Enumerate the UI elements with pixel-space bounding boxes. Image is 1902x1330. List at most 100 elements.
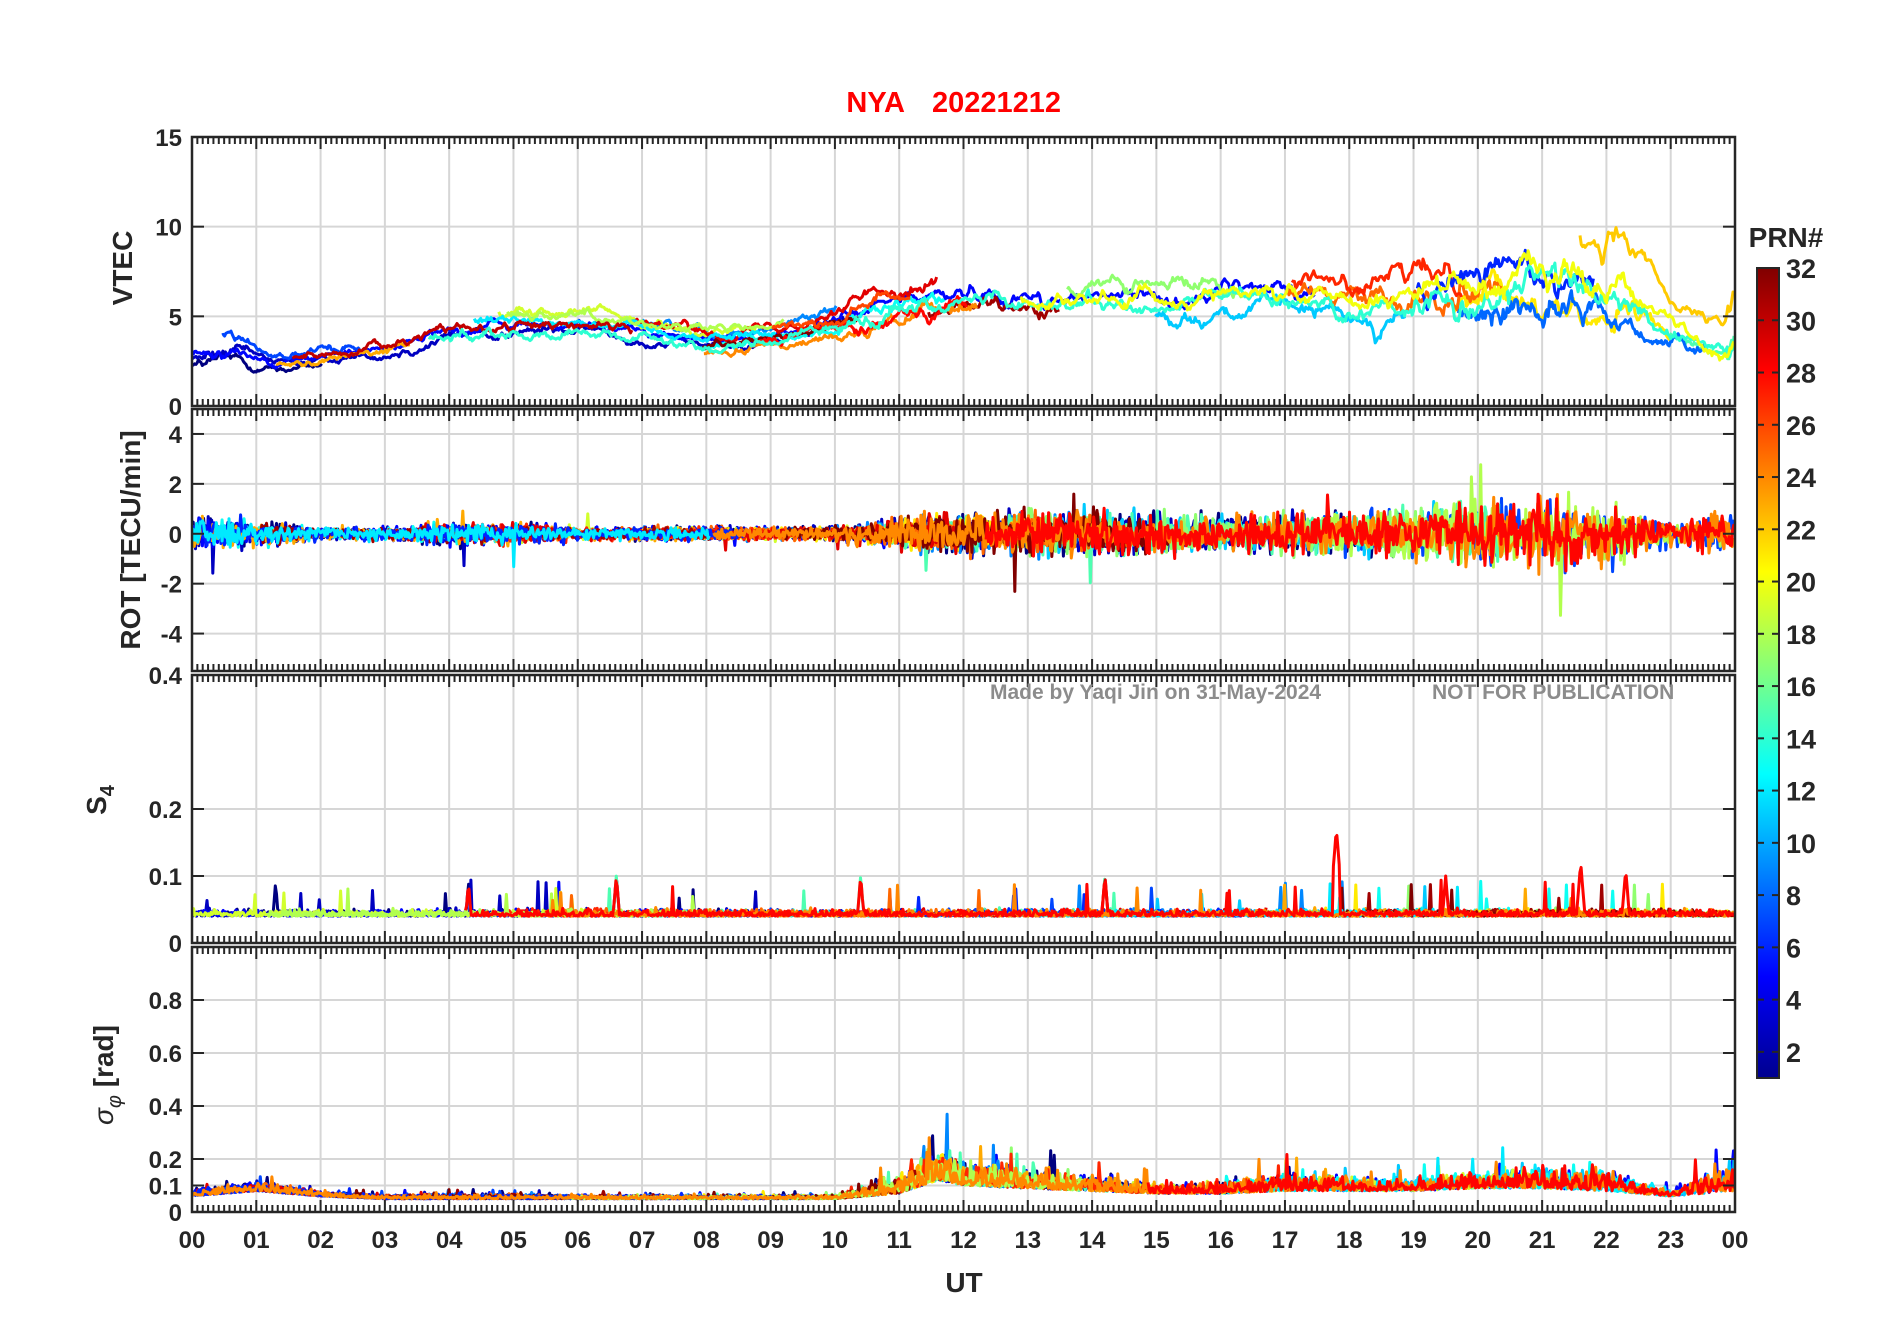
series-prn-27 [1290,257,1463,298]
panel-s4: 0 0.1 0.2 0.4 [149,663,1737,958]
x-tick-label: 14 [1079,1227,1106,1254]
panel-vtec-grid [192,137,1735,406]
colorbar-tick-label: 20 [1786,568,1816,598]
x-tick-label: 15 [1143,1227,1170,1254]
x-tick-label: 11 [887,1227,912,1254]
x-tick-label: 05 [500,1227,527,1254]
colorbar-tick-label: 28 [1786,359,1816,389]
panel-vtec-ytick: 5 [169,304,182,331]
colorbar-tick-label: 30 [1786,306,1816,336]
x-tick-label: 02 [307,1227,334,1254]
x-tick-label: 01 [243,1227,270,1254]
panel-sigma_phi: 00.10.2 0.4 0.6 0.8 [149,945,1737,1227]
x-tick-labels: 00 01 02 03 04 05 06 07 08 09 10 11 12 13 14 15 16 17 18 19… [179,1227,1749,1254]
series-prn-20 [1019,249,1735,362]
series-prn-11 [1154,290,1407,345]
series-prn-14 [427,261,1735,359]
panel-sigma_phi-series [192,1112,1735,1201]
colorbar-gradient [1756,267,1780,1079]
x-tick-label: 13 [1014,1227,1041,1254]
panel-sigma-ylabel: σφ [rad] [88,1025,126,1125]
x-tick-label: 06 [564,1227,591,1254]
x-tick-label: 16 [1207,1227,1234,1254]
panel-sigma-ylabel-unit: [rad] [88,1025,119,1087]
x-tick-label: 20 [1464,1227,1491,1254]
series-prn-24 [703,299,978,358]
panel-rot-ytick: 0 [169,522,182,549]
panel-rot-ytick: 4 [169,422,183,449]
colorbar-tick-label: 24 [1786,463,1816,493]
x-tick-label: 21 [1529,1227,1556,1254]
x-tick-label: 03 [372,1227,399,1254]
panel-vtec-series [192,226,1735,374]
colorbar-tick-label: 8 [1786,881,1801,911]
colorbar-tick-label: 10 [1786,829,1816,859]
x-axis-label: UT [945,1267,982,1298]
series-prn-17 [1066,273,1244,299]
panel-sigma_phi-axes: 00.10.2 0.4 0.6 0.8 [149,945,1737,1227]
panel-sigma_phi-ytick: 0.8 [149,988,182,1015]
panel-sigma_phi-ytick: 0 [169,1200,182,1227]
panel-rot-series [192,463,1735,617]
panel-sigma-ylabel-sub: φ [104,1095,126,1108]
panel-vtec: 0 5 10 15 [155,125,1737,421]
colorbar-tick-label: 12 [1786,777,1816,807]
colorbar-tick-label: 18 [1786,620,1816,650]
x-tick-label: 18 [1336,1227,1363,1254]
watermark-author: Made by Yaqi Jin on 31-May-2024 [990,681,1321,704]
chart-title-station: NYA [846,87,905,119]
x-tick-label: 00 [1722,1227,1749,1254]
panel-rot-ytick: -2 [161,572,182,599]
x-tick-label: 17 [1272,1227,1299,1254]
series-prn-7 [221,329,361,361]
series-prn-28 [1146,1153,1735,1198]
panel-s4-ylabel: S4 [81,784,119,815]
panel-rot-axes: -4 -2 0 2 4 [161,407,1737,673]
panel-rot-ylabel: ROT [TECU/min] [115,430,146,649]
panel-sigma_phi-grid [192,947,1735,1212]
panel-s4-series [192,834,1735,918]
x-tick-label: 08 [693,1227,720,1254]
panel-vtec-ylabel: VTEC [107,231,138,306]
panel-vtec-axes: 0 5 10 15 [155,125,1737,421]
series-prn-26 [771,290,911,330]
panel-vtec-ytick: 15 [155,125,182,152]
series-prn-22 [1578,226,1735,327]
colorbar-tick-label: 32 [1786,254,1816,284]
panel-sigma_phi-ytick: 0.6 [149,1041,182,1068]
x-tick-label: 00 [179,1227,206,1254]
panel-s4-ylabel-sub: 4 [97,784,119,796]
colorbar-tick-label: 22 [1786,515,1816,545]
x-tick-label: 23 [1657,1227,1684,1254]
colorbar-tick-label: 4 [1786,986,1801,1016]
colorbar-tick-label: 26 [1786,411,1816,441]
colorbar-tick-label: 2 [1786,1038,1801,1068]
panel-s4-ylabel-main: S [81,796,112,815]
series-prn-28 [984,492,1735,573]
x-tick-label: 12 [950,1227,977,1254]
panel-rot-frame [190,407,1737,673]
colorbar-tick-label: 14 [1786,724,1816,754]
panel-s4-ytick: 0.1 [149,864,182,891]
x-tick-label: 22 [1593,1227,1620,1254]
panel-sigma_phi-frame [190,945,1737,1214]
x-tick-label: 09 [757,1227,784,1254]
series-prn-12 [192,517,711,569]
watermark-publication: NOT FOR PUBLICATION [1432,681,1674,704]
colorbar-tick-label: 6 [1786,933,1801,963]
x-tick-label: 04 [436,1227,463,1254]
panel-vtec-ytick: 0 [169,394,182,421]
panel-rot-ytick: 2 [169,472,182,499]
panel-s4-ytick: 0.2 [149,797,182,824]
panel-s4-axes: 0 0.1 0.2 0.4 [149,663,1737,958]
panel-sigma_phi-ytick: 0.4 [149,1094,183,1121]
panel-s4-ytick: 0.4 [149,663,183,690]
series-prn-8 [1456,289,1707,355]
series-prn-18 [506,307,785,333]
panel-sigma_phi-ytick: 0.1 [149,1174,182,1201]
panel-rot-ytick: -4 [161,622,183,649]
